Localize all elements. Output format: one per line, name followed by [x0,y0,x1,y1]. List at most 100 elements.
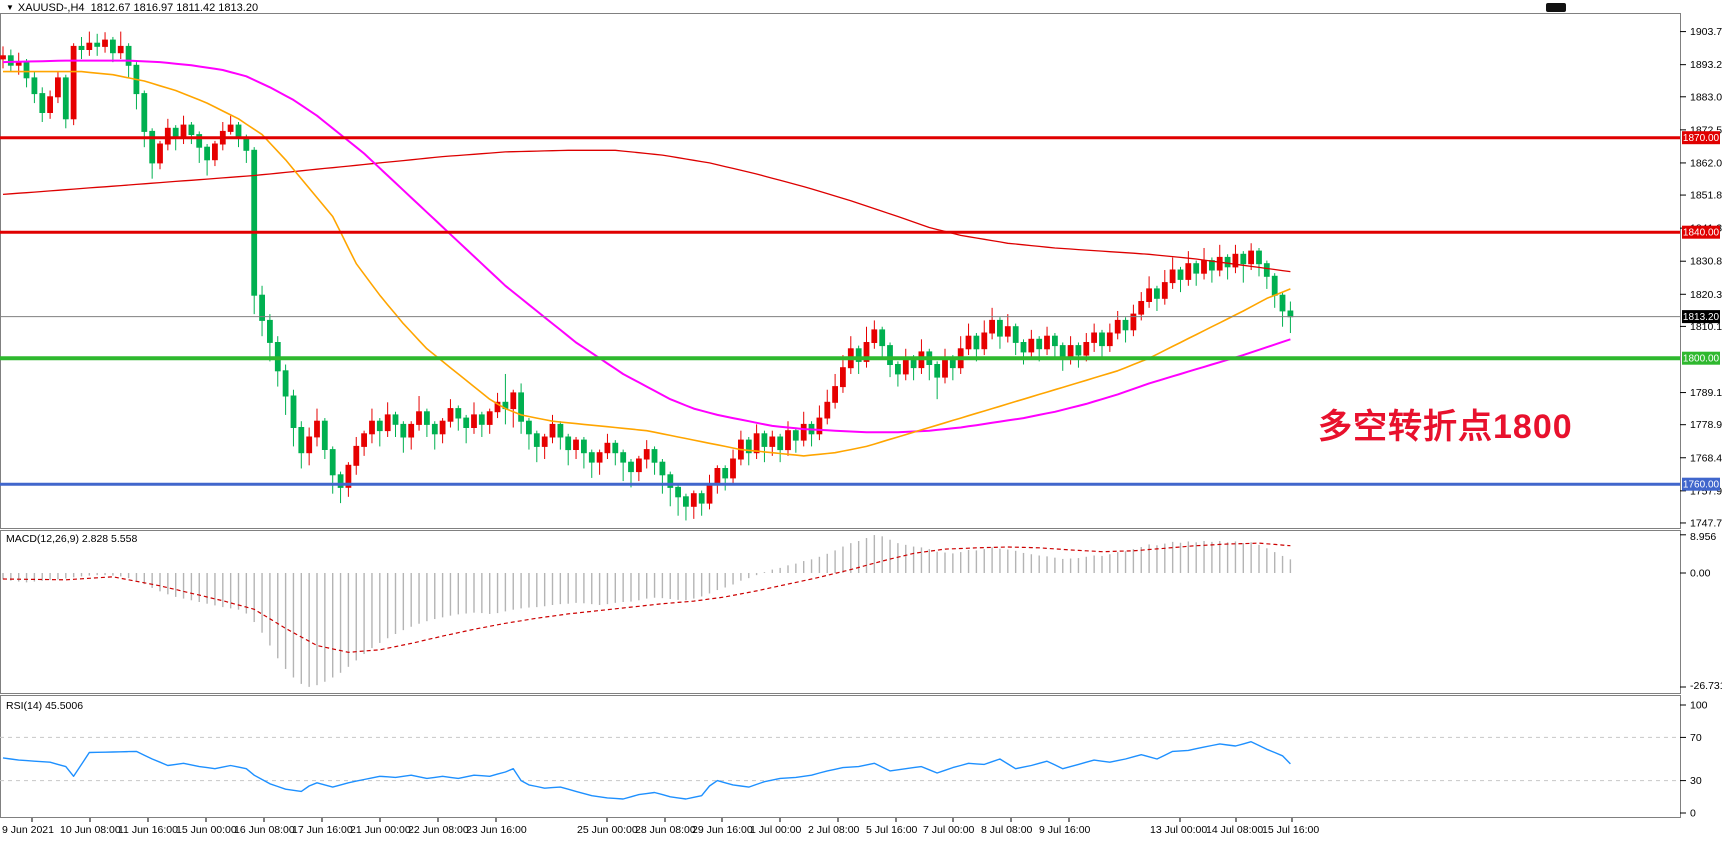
candle-body [86,42,93,51]
time-axis-label: 25 Jun 00:00 [577,824,638,836]
time-axis-label: 23 Jun 16:00 [466,824,527,836]
candle-body [306,436,313,454]
candle-body [243,137,250,151]
candle-body [1130,313,1137,331]
price-axis-label: 1851.80 [1690,190,1722,202]
candle-body [1232,253,1239,268]
candle-body [416,411,422,425]
candle-body [1044,335,1050,350]
candle-body [259,294,266,321]
candle-body [769,436,776,447]
price-tag [1682,225,1720,239]
macd-panel[interactable] [0,530,1681,694]
candle-body [1099,332,1105,347]
candle-body [581,439,587,454]
rsi-panel[interactable] [0,695,1681,818]
candle-body [792,430,799,441]
candle-body [447,408,454,422]
candle-body [1161,282,1168,299]
candle-body [832,386,839,403]
time-axis-label: 1 Jul 00:00 [750,824,802,836]
candle-body [895,364,901,375]
rsi-axis-label: 100 [1690,700,1708,712]
candle-body [855,348,862,362]
ma-slow-line [2,149,1291,273]
time-axis-label: 29 Jun 16:00 [692,824,753,836]
candle-body [376,420,383,432]
main-chart-panel[interactable] [0,13,1681,529]
dropdown-arrow-icon[interactable]: ▼ [6,3,14,12]
rsi-line [2,741,1291,800]
candle-body [204,146,210,161]
candle-body [369,420,375,435]
candle-body [636,458,642,473]
candle-body [157,143,163,164]
candle-body [510,392,517,410]
candle-body [1201,260,1207,274]
time-axis-label: 7 Jul 00:00 [923,824,975,836]
price-axis-label: 1768.40 [1690,452,1722,464]
candle-body [345,464,352,488]
chart-shift-marker[interactable] [1546,3,1566,12]
candle-body [785,430,791,451]
price-axis-label: 1810.10 [1690,321,1722,333]
candle-body [1185,263,1192,280]
candle-body [125,45,132,66]
candle-body [439,420,446,435]
candle-body [965,335,972,350]
price-tag [1682,477,1720,491]
candle-body [620,452,627,463]
price-tag-label: 1870.00 [1683,133,1720,144]
candle-body [761,433,768,447]
candle-body [1083,342,1090,356]
candle-body [533,433,540,447]
time-axis-label: 15 Jul 16:00 [1262,824,1319,836]
ma-mid-line [2,59,1291,434]
candle-body [565,436,572,451]
time-axis-label: 28 Jun 08:00 [635,824,696,836]
candle-body [887,345,893,366]
time-axis-label: 10 Jun 08:00 [60,824,121,836]
candle-body [1224,256,1231,268]
candle-body [1177,269,1184,280]
candle-body [1091,332,1097,343]
candle-body [981,332,988,350]
price-axis-label: 1883.00 [1690,91,1722,103]
price-axis-label: 1820.30 [1690,289,1722,301]
candle-body [612,442,619,454]
candle-body [424,411,430,425]
candle-body [471,414,477,428]
candle-body [1138,301,1145,315]
candle-body [196,134,203,148]
candle-body [361,433,368,447]
macd-axis-label: 0.00 [1690,568,1711,580]
candle-body [745,439,752,454]
candle-body [573,439,579,451]
candle-body [753,433,760,454]
candle-body [824,401,831,419]
candle-body [102,39,108,47]
candle-body [117,45,124,54]
candle-body [902,357,909,375]
candle-body [149,130,156,164]
candle-body [1216,256,1223,271]
candle-body [1036,338,1043,350]
candle-body [1146,288,1152,302]
candle-body [321,420,328,451]
price-axis-label: 1862.00 [1690,157,1722,169]
rsi-axis-label: 30 [1690,775,1702,787]
chart-annotation-text[interactable]: 多空转折点1800 [1318,408,1573,446]
candle-body [683,496,689,507]
candle-body [235,124,242,139]
candle-body [604,442,611,454]
time-axis-label: 16 Jun 08:00 [234,824,295,836]
candle-body [455,408,462,419]
price-tag [1682,310,1720,324]
candle-body [690,493,697,507]
time-axis-label: 15 Jun 00:00 [176,824,237,836]
candle-body [47,96,54,114]
candle-body [989,319,996,334]
candle-body [675,486,682,498]
